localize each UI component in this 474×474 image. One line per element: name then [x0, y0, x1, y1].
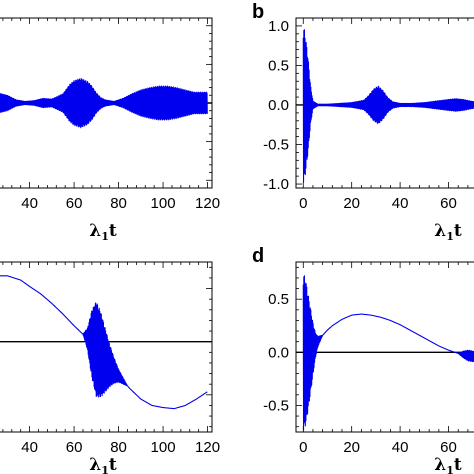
x-tick-label: 0	[299, 439, 307, 456]
y-tick-label: 0.5	[268, 57, 289, 74]
panel-a: 40 60 80 100 120 λ1t	[0, 17, 220, 243]
y-tick-label: -0.5	[263, 137, 289, 154]
plot-frame	[0, 261, 213, 433]
series-line	[0, 275, 208, 410]
x-axis-label: λ1t	[434, 221, 462, 243]
x-tick-label: 60	[440, 195, 457, 212]
x-tick-label: 60	[440, 439, 457, 456]
x-tick-label: 100	[151, 439, 176, 456]
series-line	[0, 78, 208, 129]
y-tick-label: -0.5	[263, 397, 289, 414]
x-tick-label: 40	[392, 195, 409, 212]
panel-label: b	[252, 1, 264, 23]
x-tick-label: 20	[343, 439, 360, 456]
x-tick-label: 40	[392, 439, 409, 456]
x-tick-label: 0	[299, 195, 307, 212]
x-tick-label: 80	[110, 439, 127, 456]
panel-b: 0 20 40 60 -1.0 -0.5 0.0 0.5 1.0 λ1t b	[252, 1, 474, 243]
axis-ticks	[2, 262, 212, 432]
series-line	[302, 29, 474, 183]
x-tick-label: 120	[195, 195, 220, 212]
series-line	[302, 275, 474, 431]
y-tick-label: 0.0	[268, 97, 289, 114]
x-axis-label: λ1t	[89, 221, 117, 243]
x-tick-label: 60	[66, 195, 83, 212]
x-tick-label: 100	[151, 195, 176, 212]
axis-ticks	[296, 17, 469, 188]
panel-label: d	[252, 245, 264, 267]
plot-frame	[295, 17, 474, 189]
x-tick-label: 40	[21, 439, 38, 456]
y-tick-label: 0.0	[268, 344, 289, 361]
panel-c: 40 60 80 100 120 λ1t	[0, 261, 220, 474]
y-tick-label: 1.0	[268, 18, 289, 35]
axis-ticks	[296, 262, 469, 432]
x-tick-label: 20	[343, 195, 360, 212]
x-tick-label: 120	[195, 439, 220, 456]
x-tick-label: 60	[66, 439, 83, 456]
y-tick-label: 0.5	[268, 291, 289, 308]
plot-frame	[295, 261, 474, 433]
x-tick-label: 80	[110, 195, 127, 212]
axis-ticks	[2, 17, 212, 189]
x-tick-label: 40	[21, 195, 38, 212]
y-tick-label: -1.0	[263, 176, 289, 193]
x-axis-label: λ1t	[89, 455, 117, 474]
panel-d: 0 20 40 60 -0.5 0.0 0.5 λ1t d	[252, 245, 474, 474]
x-axis-label: λ1t	[434, 455, 462, 474]
